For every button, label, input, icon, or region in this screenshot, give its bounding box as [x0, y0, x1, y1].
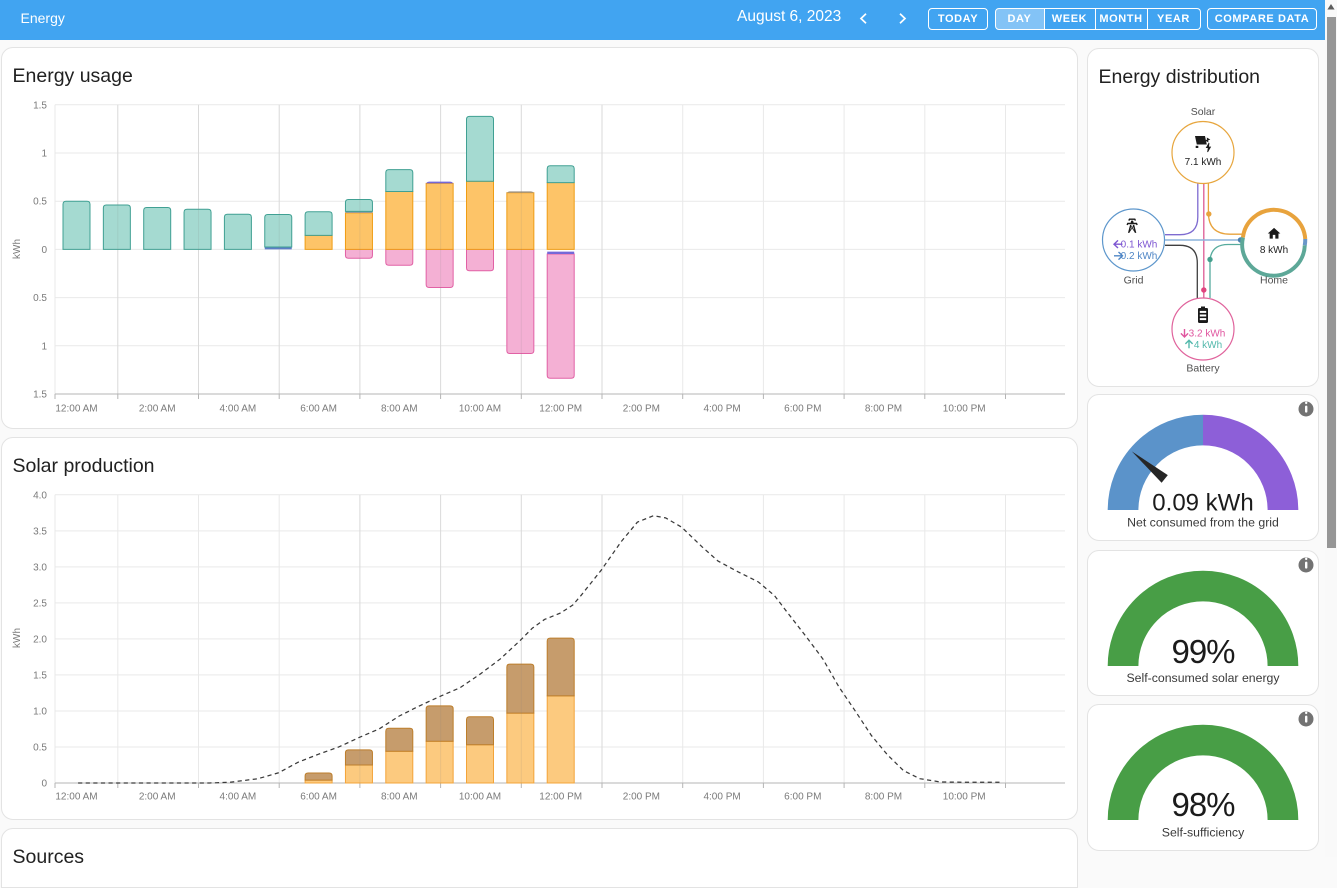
svg-text:2:00 PM: 2:00 PM	[623, 404, 660, 415]
svg-text:12:00 AM: 12:00 AM	[55, 404, 97, 415]
svg-text:0: 0	[41, 779, 47, 790]
svg-text:10:00 AM: 10:00 AM	[459, 404, 501, 415]
svg-text:1.5: 1.5	[33, 100, 47, 111]
svg-text:6:00 PM: 6:00 PM	[784, 404, 821, 415]
svg-text:0: 0	[41, 245, 47, 256]
svg-text:Grid: Grid	[1124, 275, 1144, 287]
svg-text:3.0: 3.0	[33, 562, 47, 573]
svg-text:0.2 kWh: 0.2 kWh	[1121, 251, 1158, 262]
svg-text:7.1 kWh: 7.1 kWh	[1185, 157, 1222, 168]
svg-text:6:00 AM: 6:00 AM	[300, 792, 337, 803]
svg-text:8 kWh: 8 kWh	[1260, 245, 1288, 256]
svg-text:4.0: 4.0	[33, 490, 47, 501]
svg-text:2:00 AM: 2:00 AM	[139, 404, 176, 415]
svg-text:Self-consumed solar energy: Self-consumed solar energy	[1126, 671, 1280, 685]
svg-text:kWh: kWh	[12, 628, 23, 648]
svg-text:Battery: Battery	[1186, 363, 1220, 375]
svg-text:10:00 PM: 10:00 PM	[943, 792, 986, 803]
svg-text:4:00 AM: 4:00 AM	[220, 792, 257, 803]
svg-text:0.5: 0.5	[33, 293, 47, 304]
svg-text:99%: 99%	[1171, 633, 1235, 670]
svg-text:0.09 kWh: 0.09 kWh	[1152, 490, 1253, 517]
svg-text:2.5: 2.5	[33, 598, 47, 609]
svg-text:1.5: 1.5	[33, 670, 47, 681]
svg-text:4 kWh: 4 kWh	[1194, 340, 1222, 351]
svg-text:12:00 AM: 12:00 AM	[55, 792, 97, 803]
svg-text:10:00 AM: 10:00 AM	[459, 792, 501, 803]
svg-text:kWh: kWh	[12, 239, 23, 259]
svg-text:4:00 AM: 4:00 AM	[220, 404, 257, 415]
svg-text:1: 1	[41, 149, 47, 160]
svg-text:4:00 PM: 4:00 PM	[703, 792, 740, 803]
svg-text:2.0: 2.0	[33, 634, 47, 645]
svg-text:Net consumed from the grid: Net consumed from the grid	[1127, 516, 1279, 530]
svg-text:8:00 PM: 8:00 PM	[865, 792, 902, 803]
svg-text:8:00 PM: 8:00 PM	[865, 404, 902, 415]
svg-text:8:00 AM: 8:00 AM	[381, 404, 418, 415]
svg-text:3.2 kWh: 3.2 kWh	[1189, 329, 1226, 340]
svg-text:1.5: 1.5	[33, 390, 47, 401]
svg-text:0.1 kWh: 0.1 kWh	[1121, 240, 1158, 251]
svg-text:12:00 PM: 12:00 PM	[539, 792, 582, 803]
svg-text:98%: 98%	[1171, 786, 1235, 823]
svg-text:3.5: 3.5	[33, 526, 47, 537]
svg-text:6:00 PM: 6:00 PM	[784, 792, 821, 803]
svg-text:1: 1	[41, 341, 47, 352]
svg-text:2:00 PM: 2:00 PM	[623, 792, 660, 803]
svg-text:Home: Home	[1260, 275, 1288, 287]
svg-text:0.5: 0.5	[33, 742, 47, 753]
svg-text:Solar: Solar	[1191, 106, 1216, 118]
svg-text:4:00 PM: 4:00 PM	[703, 404, 740, 415]
svg-text:6:00 AM: 6:00 AM	[300, 404, 337, 415]
svg-text:Self-sufficiency: Self-sufficiency	[1162, 826, 1245, 840]
svg-text:10:00 PM: 10:00 PM	[943, 404, 986, 415]
svg-text:2:00 AM: 2:00 AM	[139, 792, 176, 803]
svg-text:0.5: 0.5	[33, 197, 47, 208]
svg-text:8:00 AM: 8:00 AM	[381, 792, 418, 803]
svg-text:12:00 PM: 12:00 PM	[539, 404, 582, 415]
svg-text:1.0: 1.0	[33, 706, 47, 717]
